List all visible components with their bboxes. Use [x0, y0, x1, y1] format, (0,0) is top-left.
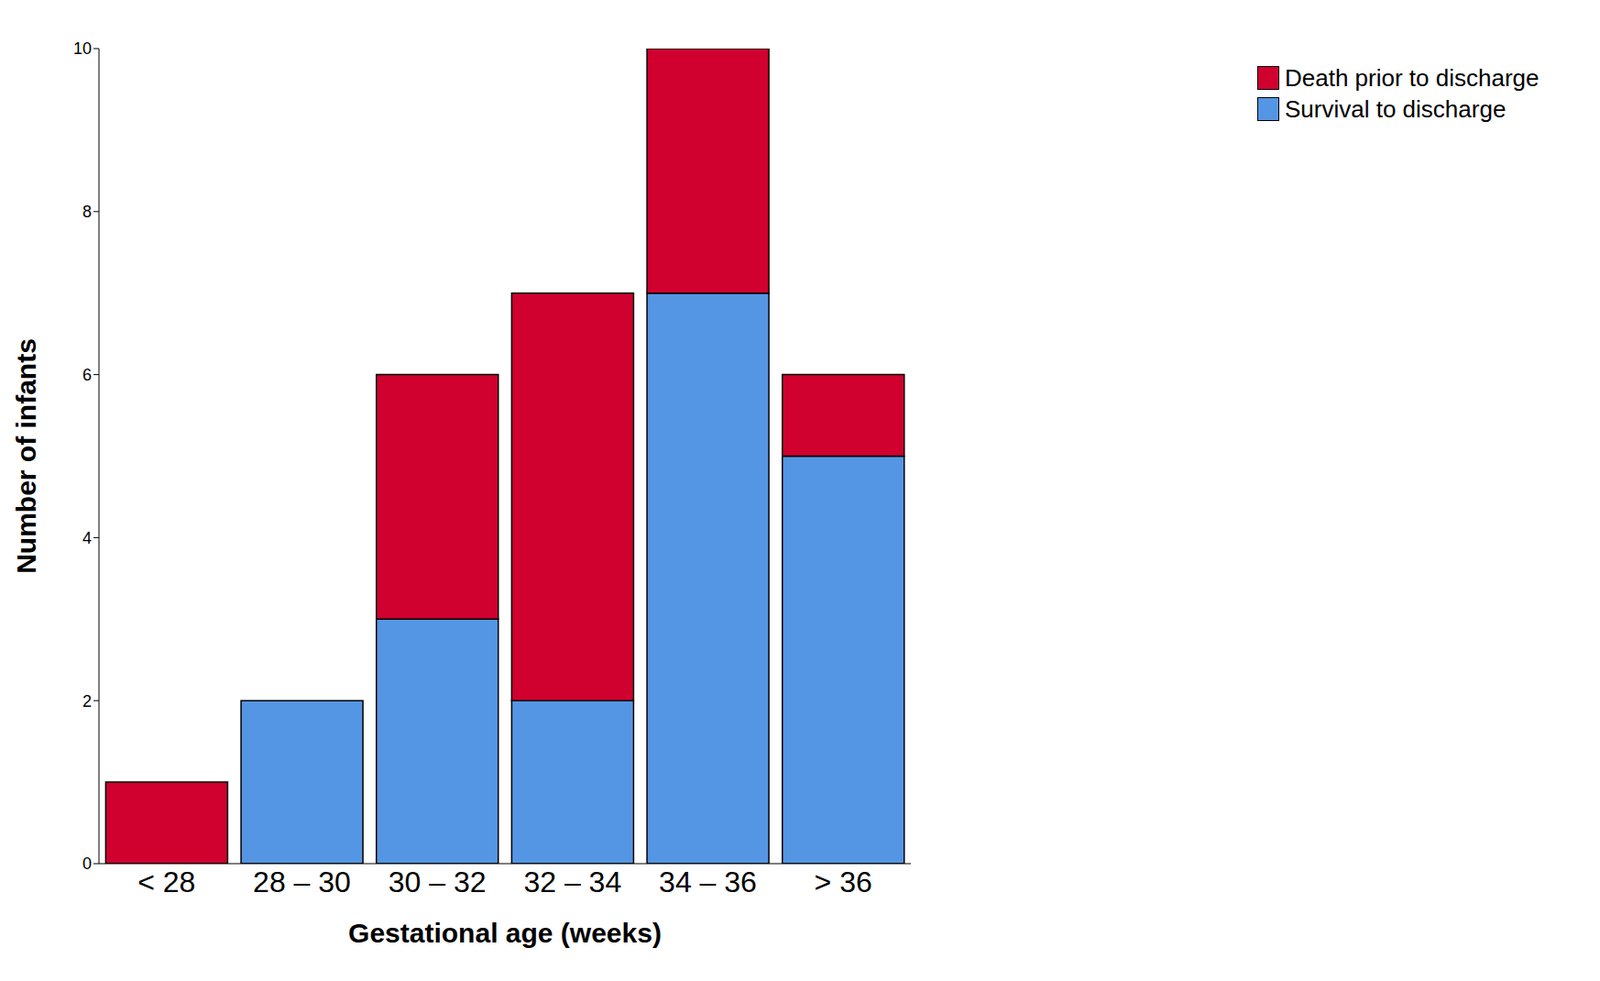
svg-text:6: 6 — [82, 365, 92, 384]
svg-text:32 – 34: 32 – 34 — [523, 865, 622, 899]
svg-text:28 – 30: 28 – 30 — [252, 865, 351, 899]
svg-text:10: 10 — [73, 39, 92, 58]
svg-text:4: 4 — [82, 528, 92, 548]
svg-text:< 28: < 28 — [137, 865, 196, 899]
svg-text:30 – 32: 30 – 32 — [388, 865, 487, 899]
html-text:Survival to discharge: Survival to discharge — [1284, 94, 1506, 123]
svg-text:0: 0 — [82, 854, 92, 873]
svg-text:Number of infants: Number of infants — [10, 338, 42, 574]
svg-text:34 – 36: 34 – 36 — [658, 865, 757, 899]
svg-text:2: 2 — [82, 691, 92, 711]
svg-text:8: 8 — [82, 202, 92, 221]
html-text:Death prior to discharge: Death prior to discharge — [1284, 63, 1540, 92]
svg-text:Gestational age (weeks): Gestational age (weeks) — [348, 917, 662, 948]
svg-text:> 36: > 36 — [814, 865, 873, 899]
